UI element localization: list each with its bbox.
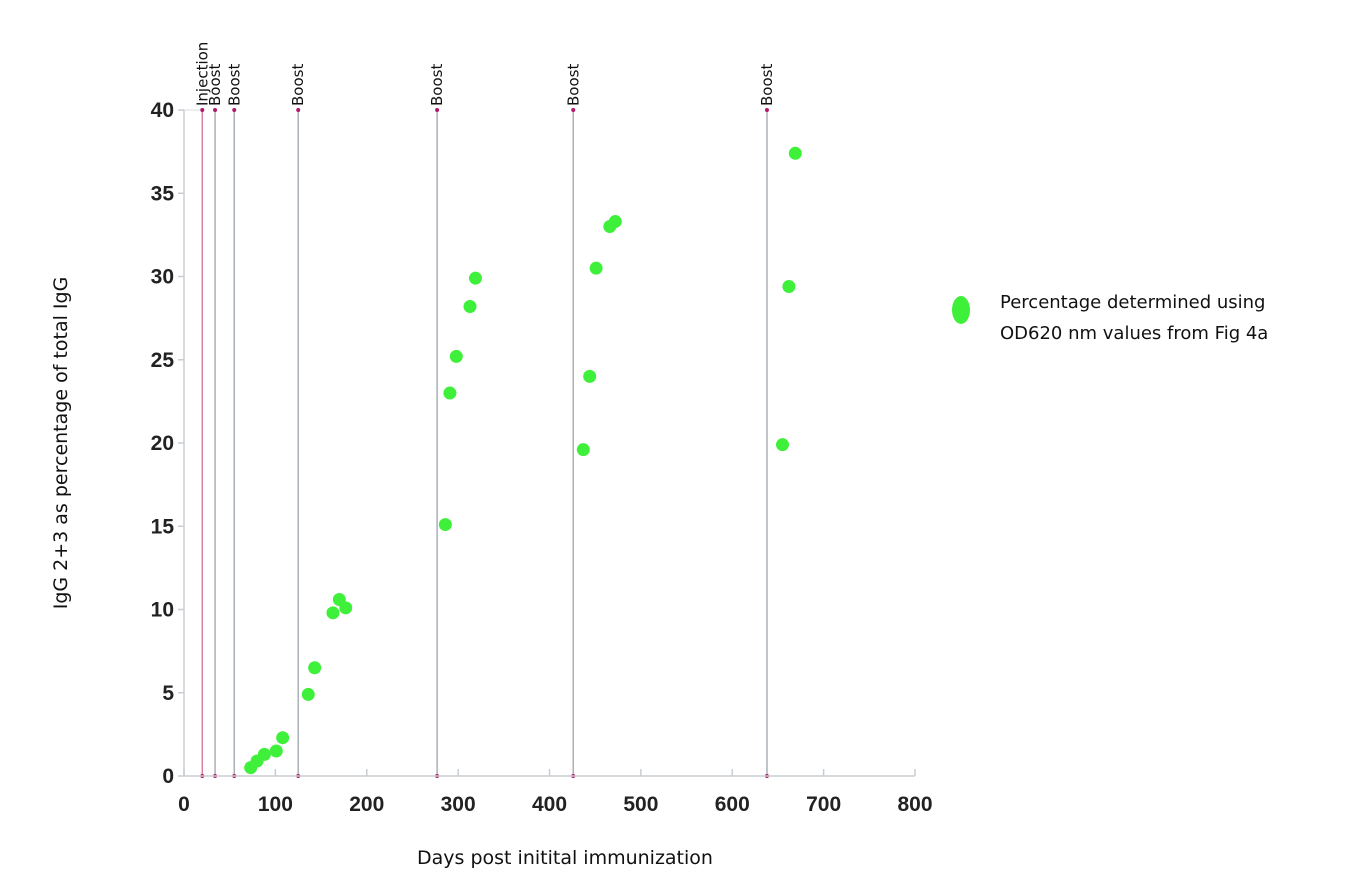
y-tick-label: 35 — [151, 182, 175, 205]
data-point — [438, 518, 452, 532]
y-tick-label: 30 — [151, 266, 174, 289]
data-point — [583, 369, 597, 383]
data-point — [301, 687, 315, 701]
event-marker-top — [435, 108, 440, 112]
event-label: Boost — [225, 64, 243, 106]
y-tick-label: 20 — [151, 432, 174, 455]
event-marker-top — [232, 108, 237, 112]
x-tick-label: 100 — [258, 793, 293, 816]
legend-marker — [952, 296, 970, 324]
y-axis-title: IgG 2+3 as percentage of total IgG — [50, 277, 72, 610]
y-tick-label: 10 — [151, 599, 174, 622]
data-point — [257, 747, 271, 761]
y-tick-label: 0 — [162, 765, 174, 788]
x-tick-label: 800 — [897, 793, 932, 816]
event-label: Injection — [193, 42, 211, 106]
x-tick-label: 200 — [349, 793, 384, 816]
event-label: Boost — [758, 64, 776, 106]
event-marker-top — [571, 108, 576, 112]
legend: Percentage determined using OD620 nm val… — [952, 292, 1268, 344]
y-tick-label: 25 — [151, 349, 175, 372]
event-marker-top — [213, 108, 218, 112]
x-tick-label: 600 — [715, 793, 750, 816]
data-point — [782, 279, 796, 293]
data-point — [788, 146, 802, 160]
event-label: Boost — [564, 64, 582, 106]
event-label: Boost — [428, 64, 446, 106]
data-point — [589, 261, 603, 275]
data-point — [776, 438, 790, 452]
event-marker-top — [296, 108, 301, 112]
x-tick-label: 400 — [532, 793, 567, 816]
event-label: Boost — [289, 64, 307, 106]
data-point — [276, 731, 290, 745]
data-point — [443, 386, 457, 400]
x-tick-label: 300 — [441, 793, 476, 816]
y-tick-label: 5 — [162, 682, 174, 705]
event-marker-top — [200, 108, 205, 112]
data-point — [308, 661, 322, 675]
data-point — [449, 349, 463, 363]
legend-label-line: Percentage determined using — [1000, 292, 1265, 313]
data-point — [468, 271, 482, 285]
x-axis-title: Days post initital immunization — [417, 847, 713, 869]
x-tick-label: 500 — [623, 793, 658, 816]
data-point — [608, 215, 622, 229]
y-tick-label: 40 — [151, 99, 174, 122]
legend-label-line: OD620 nm values from Fig 4a — [1000, 323, 1268, 344]
axes — [183, 109, 915, 777]
data-points — [244, 146, 802, 775]
x-tick-label: 700 — [806, 793, 841, 816]
x-tick-label: 0 — [178, 793, 190, 816]
data-point — [576, 443, 590, 457]
event-label: Boost — [206, 64, 224, 106]
y-tick-label: 15 — [151, 515, 175, 538]
data-point — [269, 744, 283, 758]
data-point — [326, 606, 340, 620]
data-point — [463, 299, 477, 313]
data-point — [339, 601, 353, 615]
event-marker-top — [764, 108, 769, 112]
